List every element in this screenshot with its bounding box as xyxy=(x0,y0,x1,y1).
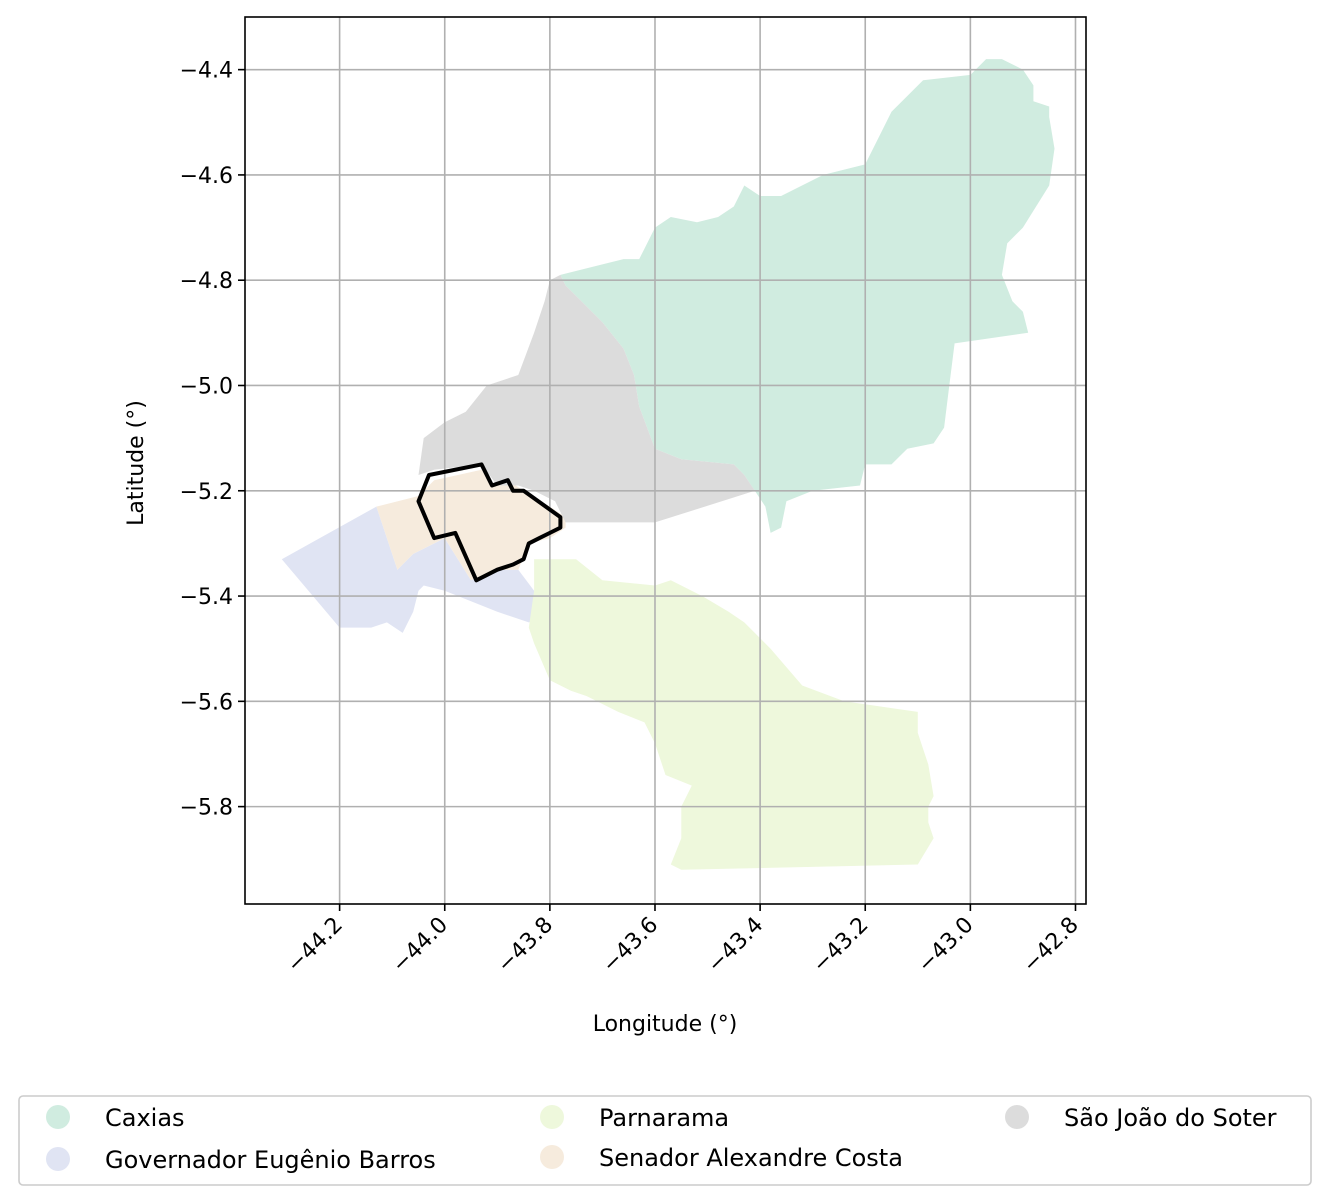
region-parnarama xyxy=(528,559,934,870)
region-governador-eugenio-barros xyxy=(281,506,550,633)
region-sao-joao-do-soter xyxy=(418,274,755,523)
legend-marker-caxias xyxy=(46,1105,70,1129)
legend-marker-parnarama xyxy=(540,1105,564,1129)
legend-marker-senador-alexandre-costa xyxy=(540,1145,564,1169)
x-axis-label: Longitude (°) xyxy=(593,1012,738,1037)
y-tick-label: −4.6 xyxy=(180,164,233,189)
legend: Caxias Governador Eugênio Barros Parnara… xyxy=(18,1095,1312,1186)
plot-frame xyxy=(244,16,1087,905)
y-tick-label: −4.8 xyxy=(180,269,233,294)
legend-label-parnarama: Parnarama xyxy=(599,1104,729,1132)
legend-label-governador-eugenio-barros: Governador Eugênio Barros xyxy=(105,1146,436,1174)
legend-label-caxias: Caxias xyxy=(105,1104,185,1132)
grid-lines xyxy=(245,17,1086,904)
y-tick-label: −5.8 xyxy=(180,796,233,821)
legend-label-senador-alexandre-costa: Senador Alexandre Costa xyxy=(599,1144,903,1172)
y-axis-ticks: −4.4 −4.6 −4.8 −5.0 −5.2 −5.4 −5.6 −5.8 xyxy=(180,59,245,821)
y-tick-label: −5.4 xyxy=(180,585,233,610)
y-tick-label: −5.6 xyxy=(180,690,233,715)
highlight-boundary xyxy=(416,462,563,583)
y-tick-label: −5.2 xyxy=(180,480,233,505)
region-caxias xyxy=(560,59,1055,533)
legend-marker-sao-joao-do-soter xyxy=(1005,1105,1029,1129)
highlight-outline xyxy=(416,462,563,583)
legend-frame xyxy=(18,1095,1312,1186)
y-tick-label: −4.4 xyxy=(180,59,233,84)
region-senador-alexandre-costa xyxy=(376,469,566,581)
y-axis-label: Latitude (°) xyxy=(124,400,149,526)
map-regions xyxy=(281,59,1055,870)
legend-marker-governador-eugenio-barros xyxy=(46,1147,70,1171)
legend-label-sao-joao-do-soter: São João do Soter xyxy=(1064,1104,1277,1132)
y-tick-label: −5.0 xyxy=(180,374,233,399)
